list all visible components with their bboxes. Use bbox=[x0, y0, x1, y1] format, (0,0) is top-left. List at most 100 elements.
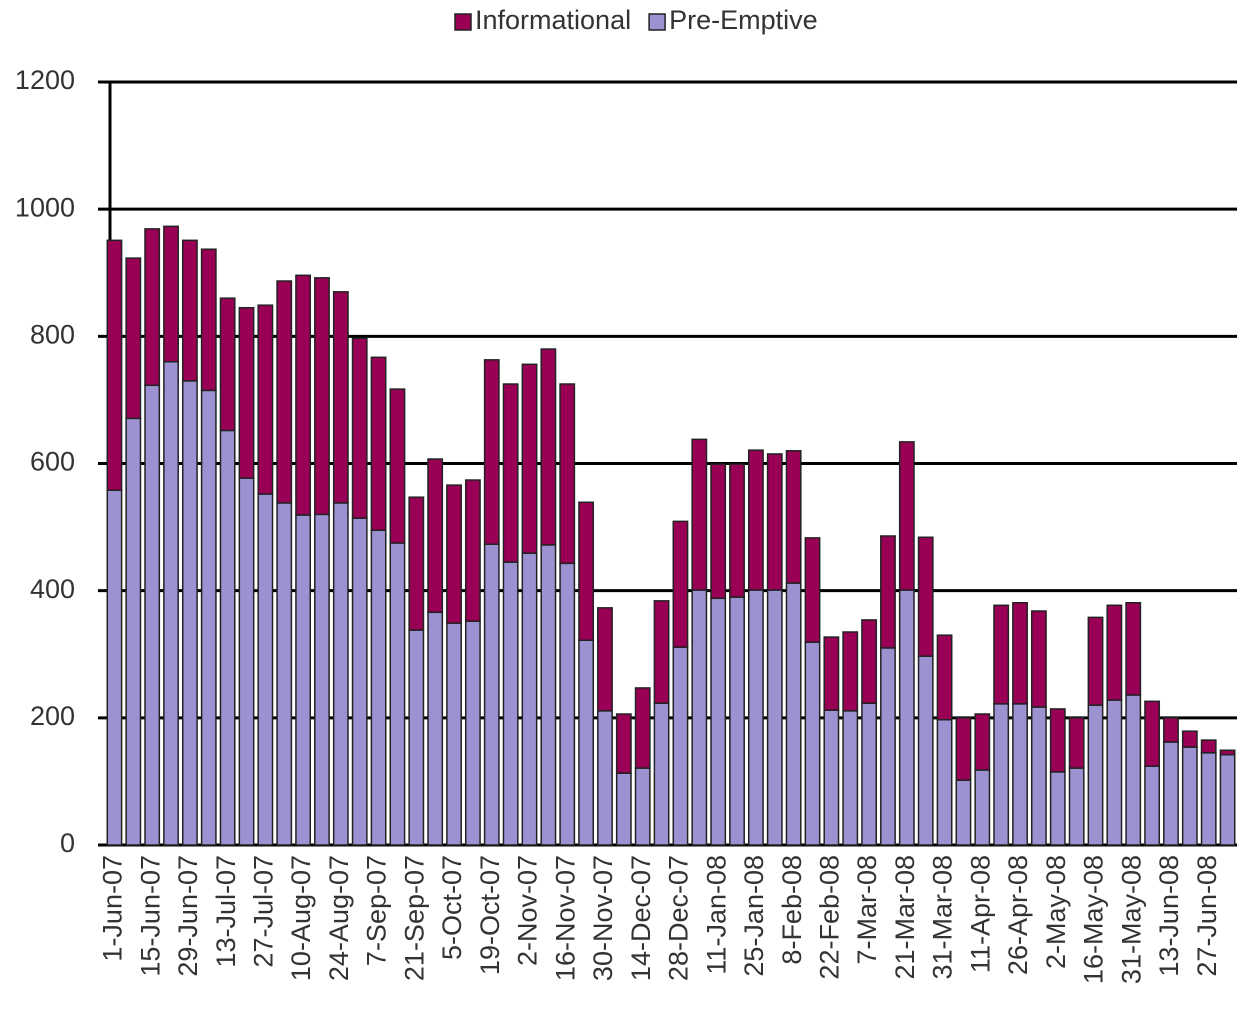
y-tick-label: 400 bbox=[30, 574, 75, 604]
bar-segment bbox=[917, 536, 934, 657]
x-tick-label: 7-Mar-08 bbox=[852, 855, 882, 965]
bar-segment bbox=[597, 607, 613, 712]
x-tick-label: 10-Aug-07 bbox=[286, 855, 316, 981]
bar-segment bbox=[1219, 749, 1236, 756]
bar-segment bbox=[238, 477, 255, 846]
bar-segment bbox=[370, 356, 387, 532]
bar-segment bbox=[483, 359, 500, 546]
x-tick-label: 16-Nov-07 bbox=[550, 855, 580, 981]
bar-segment bbox=[672, 646, 689, 846]
x-tick-label: 27-Jul-07 bbox=[248, 855, 278, 968]
bar-segment bbox=[219, 429, 236, 846]
bar-segment bbox=[729, 463, 745, 598]
bar-segment bbox=[238, 306, 255, 479]
bar-segment bbox=[1200, 739, 1217, 754]
x-tick-label: 31-May-08 bbox=[1116, 855, 1146, 984]
bar-segment bbox=[181, 380, 198, 846]
x-tick-label: 2-Nov-07 bbox=[513, 855, 543, 966]
bar-segment bbox=[276, 502, 293, 846]
bar-segment bbox=[823, 709, 840, 846]
bar-segment bbox=[106, 239, 123, 491]
bar-segment bbox=[257, 304, 274, 495]
bar-segment bbox=[1012, 703, 1028, 846]
bar-segment bbox=[125, 417, 142, 846]
x-tick-label: 8-Feb-08 bbox=[777, 855, 807, 965]
x-tick-label: 22-Feb-08 bbox=[814, 855, 844, 980]
bar-segment bbox=[710, 463, 727, 600]
bar-segment bbox=[257, 493, 274, 846]
bar-segment bbox=[295, 274, 312, 516]
bar-segment bbox=[747, 449, 764, 591]
bar-segment bbox=[314, 513, 330, 846]
bar-segment bbox=[540, 544, 557, 846]
bar-segment bbox=[559, 383, 576, 565]
bar-segment bbox=[936, 634, 953, 721]
bar-segment bbox=[1087, 616, 1104, 706]
bar-segment bbox=[804, 641, 821, 846]
bar-segment bbox=[955, 779, 972, 846]
x-tick-label: 13-Jun-08 bbox=[1154, 855, 1184, 977]
x-tick-label: 15-Jun-07 bbox=[135, 855, 165, 977]
bar-segment bbox=[1144, 765, 1161, 846]
bar-segment bbox=[276, 280, 293, 504]
x-tick-label: 5-Oct-07 bbox=[437, 855, 467, 960]
bar-segment bbox=[634, 767, 651, 846]
bar-segment bbox=[1181, 746, 1198, 846]
bar-segment bbox=[1030, 610, 1047, 708]
x-tick-label: 19-Oct-07 bbox=[475, 855, 505, 975]
bar-segment bbox=[993, 604, 1010, 705]
bar-segment bbox=[446, 484, 462, 624]
bar-segment bbox=[389, 388, 406, 544]
x-tick-label: 31-Mar-08 bbox=[928, 855, 958, 980]
bar-segment bbox=[898, 441, 915, 591]
bar-segment bbox=[1181, 730, 1198, 748]
legend-swatch bbox=[648, 13, 666, 31]
bar-segment bbox=[521, 363, 538, 554]
bar-segment bbox=[578, 639, 595, 846]
bar-segment bbox=[1219, 753, 1236, 846]
bar-segment bbox=[597, 710, 613, 846]
bar-segment bbox=[1049, 708, 1066, 773]
bar-segment bbox=[804, 537, 821, 643]
bar-segment bbox=[710, 597, 727, 846]
bar-segment bbox=[521, 552, 538, 846]
bar-segment bbox=[389, 542, 406, 846]
x-tick-label: 26-Apr-08 bbox=[1003, 855, 1033, 975]
bar-segment bbox=[1163, 741, 1179, 846]
bar-segment bbox=[1030, 706, 1047, 846]
legend-label: Pre-Emptive bbox=[669, 5, 818, 35]
y-tick-label: 0 bbox=[60, 828, 75, 858]
bar-segment bbox=[747, 589, 764, 846]
bar-segment bbox=[993, 703, 1010, 846]
bar-segment bbox=[125, 257, 142, 420]
bar-segment bbox=[691, 589, 708, 846]
bar-segment bbox=[766, 453, 783, 591]
bar-segment bbox=[295, 514, 312, 846]
bar-segment bbox=[842, 710, 859, 846]
bar-segment bbox=[729, 596, 745, 846]
bar-segment bbox=[219, 297, 236, 432]
x-tick-label: 14-Dec-07 bbox=[626, 855, 656, 981]
bar-segment bbox=[351, 337, 368, 519]
bar-segment bbox=[446, 622, 462, 846]
bar-segment bbox=[955, 717, 972, 781]
bar-segment bbox=[427, 611, 444, 846]
x-tick-label: 11-Jan-08 bbox=[701, 855, 731, 975]
bar-segment bbox=[653, 600, 670, 704]
x-tick-label: 29-Jun-07 bbox=[173, 855, 203, 977]
bar-segment bbox=[351, 517, 368, 846]
bar-segment bbox=[653, 702, 670, 846]
bar-segment bbox=[1125, 694, 1142, 846]
bar-segment bbox=[427, 458, 444, 614]
bar-segment bbox=[672, 520, 689, 649]
bar-segment bbox=[1106, 699, 1123, 846]
bar-segment bbox=[615, 772, 632, 846]
x-tick-label: 13-Jul-07 bbox=[211, 855, 241, 968]
bar-segment bbox=[370, 529, 387, 846]
bar-segment bbox=[1200, 752, 1217, 846]
bar-segment bbox=[917, 655, 934, 846]
bar-segment bbox=[766, 589, 783, 846]
bar-segment bbox=[464, 479, 481, 622]
y-tick-label: 200 bbox=[30, 701, 75, 731]
x-tick-label: 2-May-08 bbox=[1041, 855, 1071, 969]
